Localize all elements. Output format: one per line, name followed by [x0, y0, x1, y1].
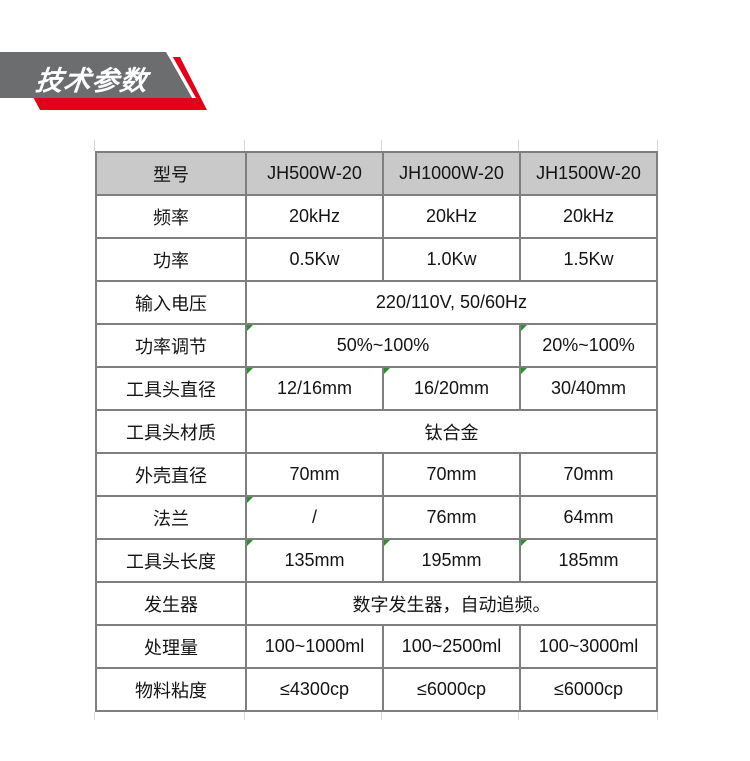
- gridline-stub: [518, 712, 519, 720]
- table-row-shell-diameter: 外壳直径 70mm 70mm 70mm: [95, 452, 658, 497]
- spec-cell: 70mm: [519, 452, 658, 497]
- spec-cell: 76mm: [382, 495, 521, 540]
- row-label: 处理量: [95, 624, 247, 669]
- spec-cell: 70mm: [382, 452, 521, 497]
- header-cell-jh1000: JH1000W-20: [382, 151, 521, 196]
- spec-cell: 64mm: [519, 495, 658, 540]
- spec-cell-merged: 数字发生器，自动追频。: [245, 581, 658, 626]
- gridline-stub: [518, 140, 519, 151]
- spec-cell-merged: 220/110V, 50/60Hz: [245, 280, 658, 325]
- cell-corner-marker-icon: [522, 326, 527, 331]
- cell-corner-marker-icon: [385, 369, 390, 374]
- spec-cell-merged: 钛合金: [245, 409, 658, 454]
- row-label: 物料粘度: [95, 667, 247, 712]
- spec-cell: 12/16mm: [245, 366, 384, 411]
- table-row-viscosity: 物料粘度 ≤4300cp ≤6000cp ≤6000cp: [95, 667, 658, 712]
- spec-cell: 20%~100%: [519, 323, 658, 368]
- table-row-generator: 发生器 数字发生器，自动追频。: [95, 581, 658, 626]
- spec-cell: 135mm: [245, 538, 384, 583]
- table-row-tool-head-diameter: 工具头直径 12/16mm 16/20mm 30/40mm: [95, 366, 658, 411]
- spec-cell: ≤4300cp: [245, 667, 384, 712]
- table-row-flange: 法兰 / 76mm 64mm: [95, 495, 658, 540]
- spec-cell: 195mm: [382, 538, 521, 583]
- cell-corner-marker-icon: [248, 498, 253, 503]
- spec-cell: 20kHz: [519, 194, 658, 239]
- row-label: 工具头直径: [95, 366, 247, 411]
- spec-cell: 20kHz: [245, 194, 384, 239]
- cell-corner-marker-icon: [522, 369, 527, 374]
- spec-cell: 1.0Kw: [382, 237, 521, 282]
- spec-cell-merged: 50%~100%: [245, 323, 521, 368]
- spec-cell: 0.5Kw: [245, 237, 384, 282]
- spec-cell: ≤6000cp: [519, 667, 658, 712]
- row-label: 工具头长度: [95, 538, 247, 583]
- row-label: 频率: [95, 194, 247, 239]
- table-row-frequency: 频率 20kHz 20kHz 20kHz: [95, 194, 658, 239]
- row-label: 发生器: [95, 581, 247, 626]
- spec-cell: 100~3000ml: [519, 624, 658, 669]
- gridline-stub: [381, 140, 382, 151]
- spec-table: 型号 JH500W-20 JH1000W-20 JH1500W-20 频率 20…: [95, 151, 658, 712]
- table-row-power-adjust: 功率调节 50%~100% 20%~100%: [95, 323, 658, 368]
- spec-cell: ≤6000cp: [382, 667, 521, 712]
- spec-cell: 70mm: [245, 452, 384, 497]
- table-row-power: 功率 0.5Kw 1.0Kw 1.5Kw: [95, 237, 658, 282]
- cell-corner-marker-icon: [522, 541, 527, 546]
- row-label: 法兰: [95, 495, 247, 540]
- header-cell-jh500: JH500W-20: [245, 151, 384, 196]
- table-row-capacity: 处理量 100~1000ml 100~2500ml 100~3000ml: [95, 624, 658, 669]
- row-label: 工具头材质: [95, 409, 247, 454]
- table-row-tool-head-length: 工具头长度 135mm 195mm 185mm: [95, 538, 658, 583]
- table-row-tool-head-material: 工具头材质 钛合金: [95, 409, 658, 454]
- section-title: 技术参数: [34, 66, 150, 96]
- header-cell-model: 型号: [95, 151, 247, 196]
- cell-corner-marker-icon: [248, 369, 253, 374]
- row-label: 输入电压: [95, 280, 247, 325]
- spec-cell: 16/20mm: [382, 366, 521, 411]
- table-row-input-voltage: 输入电压 220/110V, 50/60Hz: [95, 280, 658, 325]
- section-badge: 技术参数: [0, 0, 260, 130]
- gridline-stub: [244, 140, 245, 151]
- gridline-stub: [94, 140, 95, 151]
- spec-cell: 30/40mm: [519, 366, 658, 411]
- spec-cell: 20kHz: [382, 194, 521, 239]
- gridline-stub: [381, 712, 382, 720]
- cell-corner-marker-icon: [248, 326, 253, 331]
- spec-cell: /: [245, 495, 384, 540]
- spec-cell: 100~2500ml: [382, 624, 521, 669]
- gridline-stub: [244, 712, 245, 720]
- row-label: 外壳直径: [95, 452, 247, 497]
- badge-gray-shape: [0, 52, 192, 98]
- table-header-row: 型号 JH500W-20 JH1000W-20 JH1500W-20: [95, 151, 658, 196]
- spec-cell: 100~1000ml: [245, 624, 384, 669]
- spec-cell: 1.5Kw: [519, 237, 658, 282]
- row-label: 功率: [95, 237, 247, 282]
- spec-cell: 185mm: [519, 538, 658, 583]
- gridline-stub: [94, 712, 95, 720]
- cell-corner-marker-icon: [248, 541, 253, 546]
- cell-corner-marker-icon: [385, 541, 390, 546]
- row-label: 功率调节: [95, 323, 247, 368]
- header-cell-jh1500: JH1500W-20: [519, 151, 658, 196]
